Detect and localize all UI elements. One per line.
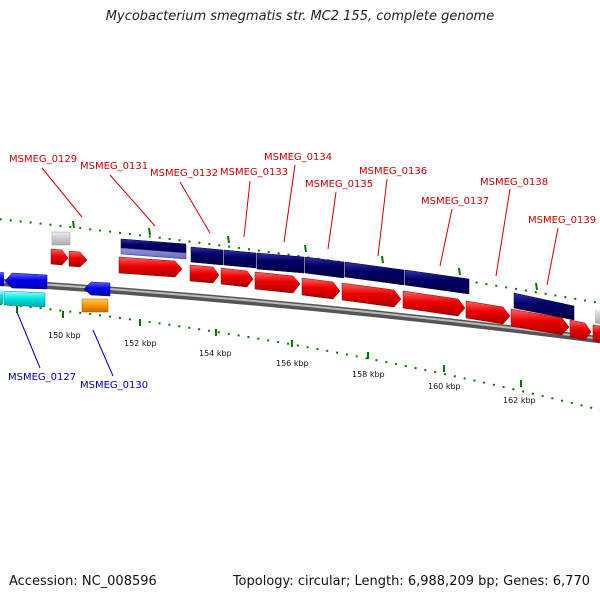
gene-label: MSMEG_0127 (8, 372, 76, 383)
other-feature-block (81, 298, 109, 313)
reverse-cds-block (3, 290, 46, 308)
length-label: Length: (354, 574, 404, 589)
gene-bar (223, 249, 257, 269)
reverse-label-leaders (16, 311, 114, 377)
cds-arrow (301, 277, 341, 300)
scale-label: 158 kbp (352, 370, 385, 379)
accession-info: Accession: NC_008596 (9, 574, 157, 589)
cds-arrow (254, 271, 301, 294)
topology-value: circular (297, 574, 346, 589)
gene-label: MSMEG_0139 (528, 215, 596, 226)
gene-label: MSMEG_0138 (480, 177, 548, 188)
reverse-cds-edge (0, 290, 3, 304)
scale-labels: 150 kbp 152 kbp 154 kbp 156 kbp 158 kbp … (48, 331, 536, 405)
gene-bar-edge (595, 309, 600, 324)
length-value: 6,988,209 bp (407, 574, 495, 589)
gene-label: MSMEG_0136 (359, 166, 427, 177)
cds-arrow (341, 282, 402, 308)
gene-bar (344, 261, 405, 286)
cds-arrow (118, 256, 183, 278)
gene-bar (304, 256, 345, 279)
gene-bar-alt (120, 247, 187, 260)
forward-label-leaders (41, 164, 559, 286)
gene-label: MSMEG_0133 (220, 167, 288, 178)
gene-label: MSMEG_0137 (421, 196, 489, 207)
scale-label: 160 kbp (428, 382, 461, 391)
reverse-gene-arrow (83, 281, 111, 297)
forward-major-ticks (72, 220, 538, 291)
cds-arrow (465, 300, 511, 325)
scale-label: 162 kbp (503, 396, 536, 405)
scale-label: 150 kbp (48, 331, 81, 340)
accession-label: Accession: (9, 574, 78, 589)
scale-label: 154 kbp (199, 349, 232, 358)
cds-arrow (50, 248, 69, 266)
cds-arrow (189, 264, 220, 284)
reverse-major-ticks (16, 306, 522, 387)
gene-label: MSMEG_0130 (80, 380, 148, 391)
reverse-features (0, 272, 111, 313)
forward-gene-labels: MSMEG_0129 MSMEG_0131 MSMEG_0132 MSMEG_0… (9, 152, 596, 226)
reverse-gene-arrow-edge (0, 272, 4, 286)
forward-cds-arrows (50, 248, 600, 343)
genes-value: 6,770 (552, 574, 590, 589)
genes-label: Genes: (503, 574, 549, 589)
cds-arrow (220, 267, 254, 288)
scale-label: 152 kbp (124, 339, 157, 348)
reverse-gene-arrow (4, 272, 48, 290)
cds-arrow (592, 324, 600, 343)
gene-label: MSMEG_0135 (305, 179, 373, 190)
genome-summary: Topology: circular; Length: 6,988,209 bp… (232, 574, 590, 589)
scale-label: 156 kbp (276, 359, 309, 368)
map-title: Mycobacterium smegmatis str. MC2 155, co… (105, 9, 495, 24)
cds-arrow (510, 308, 570, 336)
cds-arrow (68, 250, 88, 268)
reverse-gene-labels: MSMEG_0127 MSMEG_0130 (8, 372, 148, 391)
gene-bar (256, 252, 305, 274)
gene-label: MSMEG_0129 (9, 154, 77, 165)
accession-value: NC_008596 (81, 574, 157, 589)
gene-bar (190, 246, 224, 266)
gene-bar (404, 269, 470, 295)
pseudo-gene-block (51, 231, 71, 246)
topology-label: Topology: (232, 574, 294, 589)
forward-gene-bars (120, 238, 600, 324)
cds-arrow (569, 319, 592, 341)
gene-label: MSMEG_0134 (264, 152, 332, 163)
gene-label: MSMEG_0132 (150, 168, 218, 179)
gene-bar (513, 292, 575, 321)
cds-arrow (402, 290, 466, 317)
gene-label: MSMEG_0131 (80, 161, 148, 172)
